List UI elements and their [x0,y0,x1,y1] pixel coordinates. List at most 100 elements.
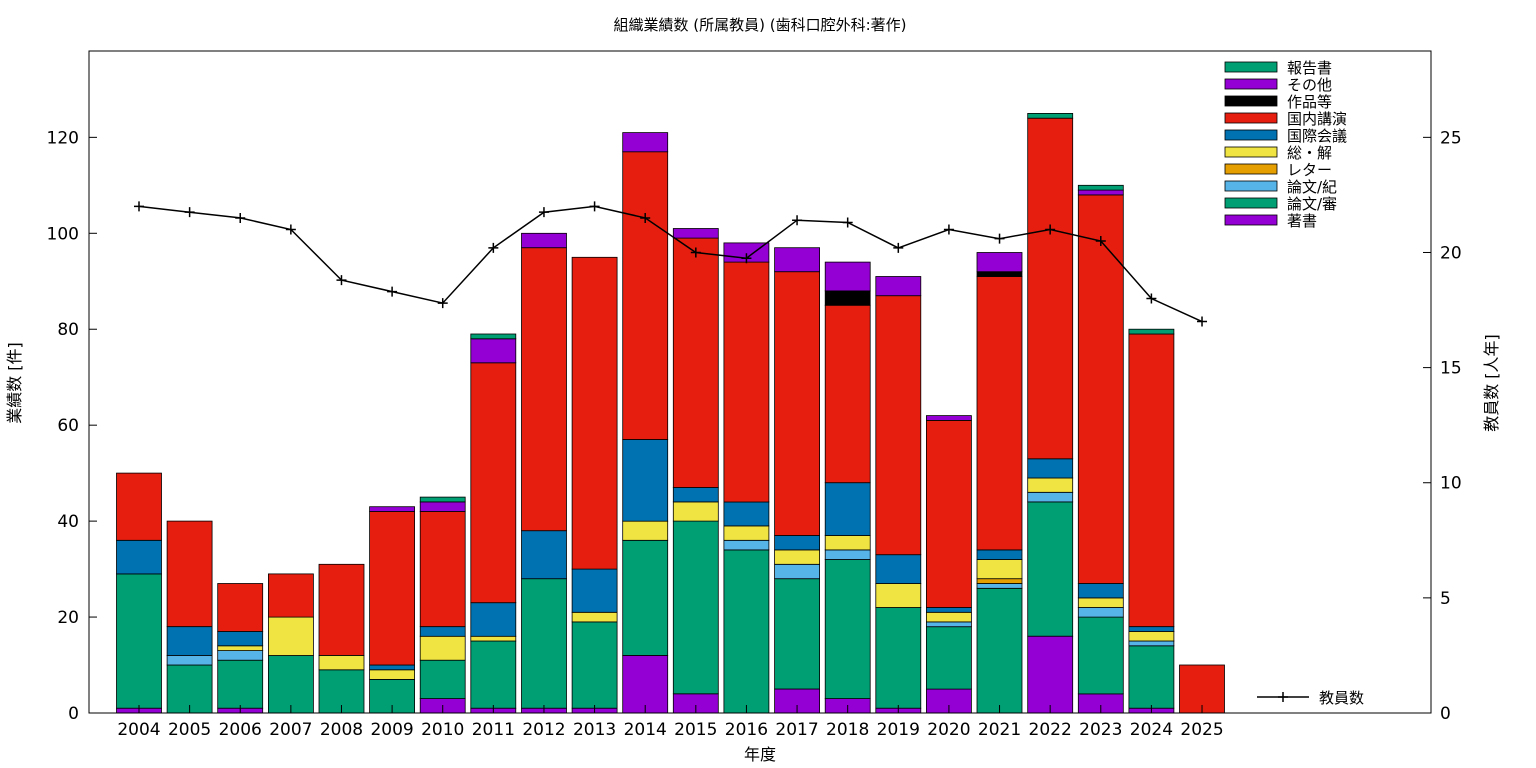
bar-2012-series-1 [521,578,567,709]
line-point [336,275,347,286]
bar-2016-series-5 [723,501,770,527]
bar-2017-series-2 [774,563,820,580]
bar-2015-series-8 [672,228,719,239]
bar-2019-series-4 [875,583,922,608]
bars-layer [116,113,1225,714]
legend-swatch [1224,129,1278,141]
bar-2022-series-9 [1027,113,1074,119]
bar-2005-series-6 [166,520,213,627]
bar-2020-series-1 [926,626,972,690]
y2-tick-label: 20 [1440,243,1462,263]
bar-2024-series-1 [1128,645,1175,709]
bar-2022-series-5 [1027,458,1074,479]
legend-swatch [1224,214,1278,226]
bar-2021-series-4 [976,559,1023,580]
bar-2020-series-4 [926,611,972,623]
legend-label: 著書 [1287,212,1317,230]
bar-2018-series-8 [824,261,871,292]
y-tick-label: 80 [57,320,79,340]
bar-2021-series-3 [976,578,1023,584]
bar-2006-series-5 [217,631,264,647]
line-point [1146,293,1157,304]
line-point [741,253,752,264]
line-point [437,298,448,309]
line-point [235,212,246,223]
x-tick-label: 2008 [320,720,363,740]
legend-swatch [1224,146,1278,158]
bar-2009-series-4 [369,669,416,680]
line-point [994,233,1005,244]
line-point [1197,316,1208,327]
bar-2023-series-2 [1077,607,1124,618]
bar-2010-series-9 [419,496,466,503]
x-tick-label: 2005 [168,720,211,740]
bar-2022-series-2 [1027,491,1074,503]
bar-2009-series-5 [369,664,416,671]
x-tick-label: 2010 [421,720,464,740]
x-axis-label: 年度 [744,745,776,764]
bar-2010-series-1 [419,659,466,700]
bar-2014-series-8 [622,132,669,153]
line-point [1045,224,1056,235]
bar-2016-series-6 [723,261,770,503]
bar-2023-series-8 [1077,189,1124,196]
legend-swatch [1224,180,1278,192]
bar-2019-series-1 [875,607,922,709]
x-tick-label: 2020 [927,720,970,740]
legend-label: 作品等 [1287,93,1332,111]
bar-2016-series-1 [723,549,770,714]
bar-2023-series-1 [1077,616,1124,695]
legend-label: 報告書 [1287,59,1332,77]
bar-2024-series-5 [1128,626,1175,632]
line-point [640,212,651,223]
line-point [690,247,701,258]
x-tick-label: 2019 [877,720,920,740]
bar-2007-series-6 [267,573,314,618]
y2-tick-label: 5 [1440,589,1451,609]
y2-tick-label: 10 [1440,474,1462,494]
legend-label: 国際会議 [1287,127,1347,145]
x-tick-label: 2015 [674,720,717,740]
bar-2004-series-1 [116,573,162,709]
bar-2021-series-7 [976,271,1023,277]
bar-2018-series-4 [824,535,871,551]
bar-2009-series-6 [369,511,416,666]
bar-2016-series-2 [723,539,770,551]
bar-2022-series-0 [1027,635,1074,714]
legend-label: レター [1287,161,1332,179]
line-point [943,224,954,235]
bar-2006-series-4 [217,645,264,651]
bar-2012-series-8 [521,232,567,249]
bar-2011-series-6 [470,362,517,604]
legend-label: 論文/紀 [1287,178,1337,196]
bar-2005-series-2 [166,655,213,666]
bar-2018-series-7 [824,290,871,306]
y2-tick-label: 25 [1440,128,1462,148]
bar-2014-series-6 [622,151,669,440]
y2-tick-label: 0 [1440,704,1451,724]
bar-2015-series-4 [672,501,719,522]
line-point [134,201,144,212]
bar-2013-series-4 [571,611,618,623]
bar-2020-series-5 [926,607,972,613]
y-tick-label: 0 [68,704,79,724]
legend-label-line: 教員数 [1319,689,1364,707]
x-tick-label: 2011 [472,720,515,740]
x-tick-label: 2018 [826,720,869,740]
bar-2010-series-5 [419,626,466,637]
bar-2021-series-2 [976,583,1023,589]
bar-2022-series-4 [1027,477,1074,493]
bar-2010-series-6 [419,511,466,627]
bar-2006-series-6 [217,583,264,632]
line-point [184,207,195,218]
bar-2014-series-0 [622,655,669,714]
bar-2017-series-6 [774,271,820,536]
legend-swatch [1224,95,1278,107]
line-point [842,217,853,228]
line-point [893,242,904,253]
bar-2022-series-1 [1027,501,1074,637]
bar-2017-series-5 [774,535,820,551]
bar-2024-series-2 [1128,640,1175,647]
bar-2012-series-6 [521,247,567,532]
